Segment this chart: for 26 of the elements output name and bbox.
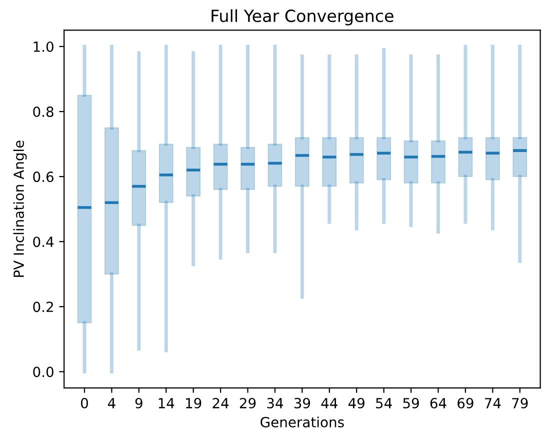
x-tick-label: 49 — [348, 398, 364, 408]
chart-title: Full Year Convergence — [212, 9, 394, 26]
x-tick-label: 39 — [294, 398, 310, 408]
x-tick-label: 9 — [135, 398, 142, 408]
x-tick-label: 29 — [240, 398, 256, 408]
y-tick-label: 0.6 — [33, 172, 54, 182]
x-tick-label: 0 — [80, 398, 88, 408]
x-tick-label: 79 — [512, 398, 528, 408]
y-tick-label: 1.0 — [34, 41, 54, 52]
x-tick-label: 19 — [186, 398, 202, 408]
y-axis-title: PV Inclination Angle — [13, 140, 27, 277]
x-tick-label: 44 — [321, 398, 338, 408]
x-tick-label: 34 — [267, 398, 284, 408]
y-tick-label: 0.8 — [33, 106, 54, 118]
x-axis-title: Generations — [260, 416, 344, 428]
x-tick-label: 69 — [458, 398, 474, 408]
y-tick-label: 0.0 — [33, 366, 54, 378]
x-tick-label: 4 — [108, 398, 116, 408]
x-tick-label: 14 — [158, 398, 174, 408]
x-tick-label: 24 — [212, 398, 229, 408]
x-tick-label: 59 — [403, 398, 419, 408]
y-tick-label: 0.4 — [33, 236, 54, 248]
x-tick-label: 64 — [430, 398, 446, 408]
x-tick-label: 54 — [376, 398, 392, 408]
x-tick-label: 74 — [484, 398, 501, 408]
y-tick-label: 0.2 — [33, 302, 53, 312]
